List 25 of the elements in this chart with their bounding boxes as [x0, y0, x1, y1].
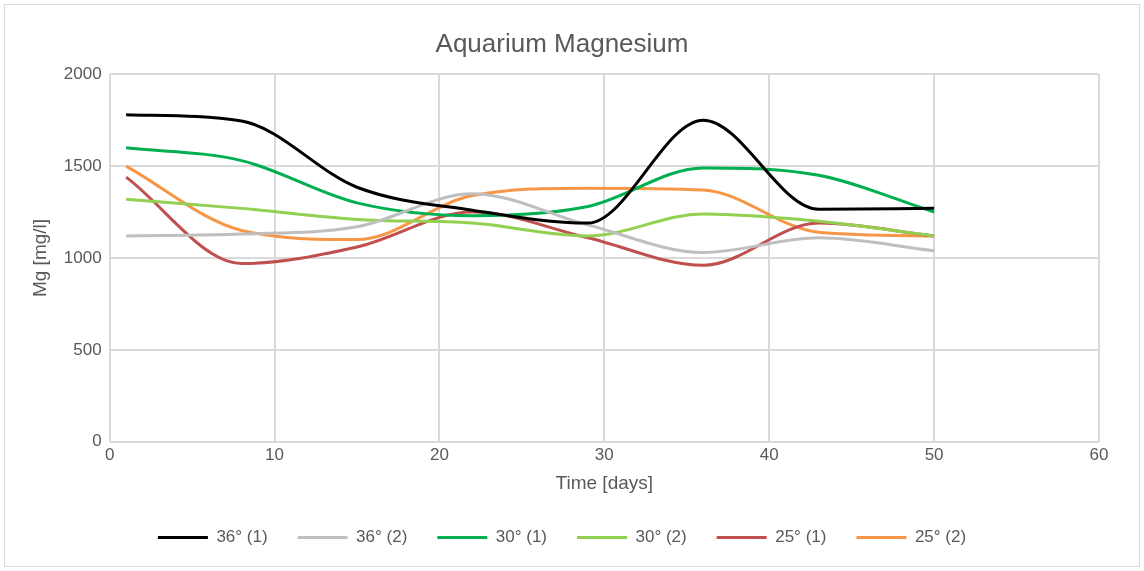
line-series [124, 146, 936, 218]
y-tick-label: 2000 [63, 63, 102, 83]
legend-label: 36° (2) [356, 527, 408, 547]
line-series [124, 113, 936, 225]
x-tick-label: 60 [1089, 444, 1109, 464]
x-tick-label: 20 [429, 444, 449, 464]
line-series [124, 192, 936, 254]
x-tick-label: 50 [924, 444, 944, 464]
y-tick-label: 1000 [63, 247, 102, 267]
x-tick-label: 10 [265, 444, 284, 464]
legend-label: 30° (2) [635, 527, 687, 547]
y-tick-label: 500 [73, 339, 102, 359]
legend-label: 30° (1) [495, 527, 548, 547]
chart-title: Aquarium Magnesium [435, 27, 689, 58]
y-tick-label: 0 [92, 431, 102, 451]
x-tick-label: 40 [759, 444, 779, 464]
line-series [124, 197, 936, 238]
legend-label: 25° (2) [914, 527, 967, 547]
legend-label: 25° (1) [775, 527, 827, 547]
y-axis-title: Mg [mg/l] [28, 218, 50, 298]
x-tick-label: 30 [594, 444, 614, 464]
y-tick-label: 1500 [63, 155, 102, 175]
x-axis-title: Time [days] [555, 471, 654, 493]
x-tick-label: 0 [104, 444, 115, 464]
legend-label: 36° (1) [216, 527, 268, 547]
